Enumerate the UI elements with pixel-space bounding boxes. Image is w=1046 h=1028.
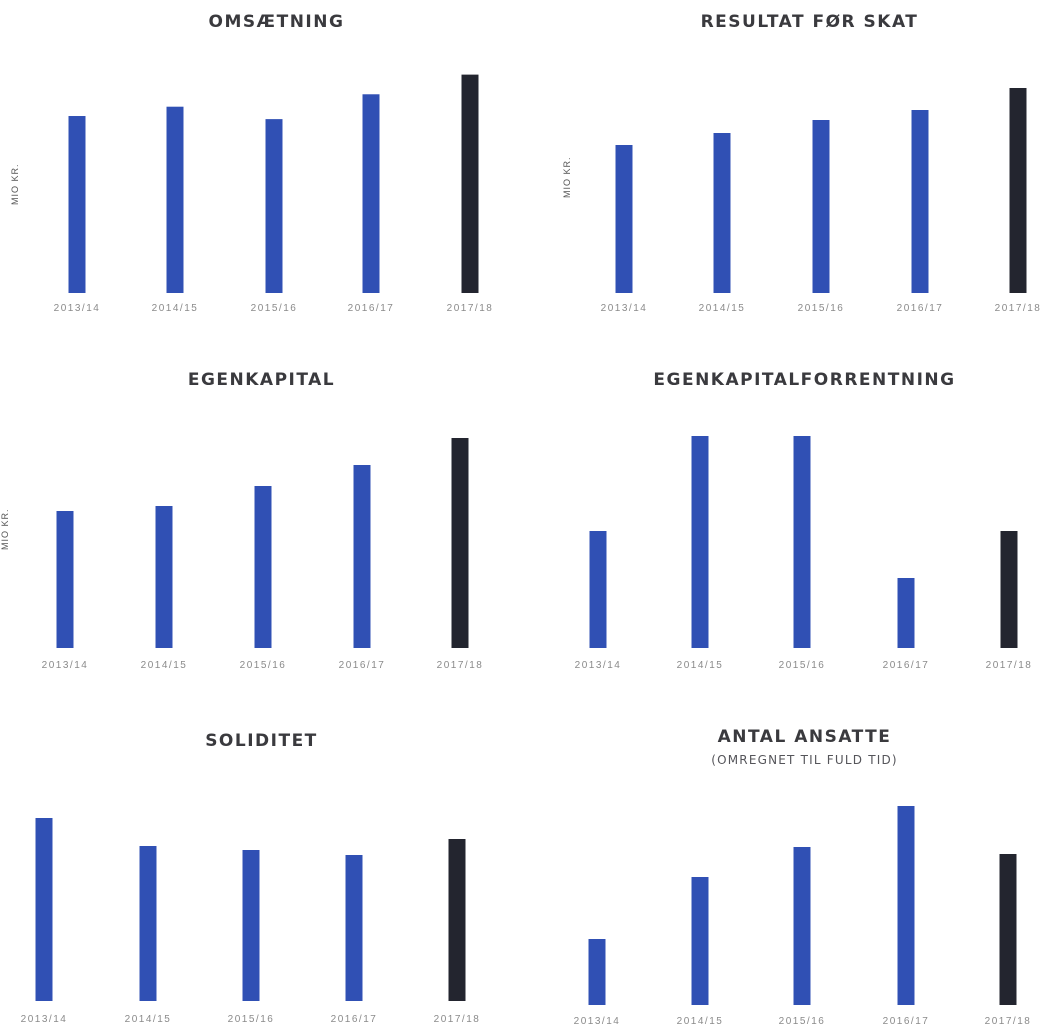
x-tick-label: 2017/18 (447, 303, 494, 314)
chart-title: ANTAL ANSATTE (717, 727, 892, 747)
x-tick-label: 2016/17 (331, 1014, 378, 1025)
x-tick-label: 2013/14 (575, 660, 622, 671)
bar-2017-18 (448, 839, 466, 1001)
bar-2016-17 (353, 465, 371, 648)
x-tick-label: 2013/14 (21, 1014, 68, 1025)
x-tick-label: 2015/16 (251, 303, 298, 314)
bar-2017-18 (1000, 531, 1018, 648)
x-tick-label: 2013/14 (601, 303, 648, 314)
x-tick-label: 2013/14 (54, 303, 101, 314)
bar-2015-16 (812, 120, 830, 293)
chart-title: SOLIDITET (205, 731, 318, 751)
chart-panel-egenkapitalforrentning: EGENKAPITALFORRENTNING 2013/14 2014/15 201… (523, 340, 1046, 700)
x-tick-label: 2014/15 (677, 1016, 724, 1027)
x-tick-label: 2014/15 (677, 660, 724, 671)
x-tick-label: 2017/18 (985, 1016, 1032, 1027)
bar-2015-16 (265, 119, 283, 294)
x-tick-label: 2013/14 (42, 660, 89, 671)
x-tick-label: 2017/18 (437, 660, 484, 671)
x-tick-label: 2016/17 (883, 1016, 930, 1027)
bar-2016-17 (911, 110, 929, 293)
chart-subtitle: (OMREGNET TIL FULD TID) (711, 753, 898, 767)
bar-2015-16 (242, 850, 260, 1001)
bar-2014-15 (166, 106, 184, 293)
x-tick-label: 2016/17 (339, 660, 386, 671)
x-tick-label: 2016/17 (883, 660, 930, 671)
bar-2013-14 (615, 145, 633, 293)
x-tick-label: 2017/18 (434, 1014, 481, 1025)
bar-2015-16 (793, 847, 811, 1005)
chart-title: OMSÆTNING (208, 12, 345, 32)
x-tick-label: 2014/15 (152, 303, 199, 314)
bar-2015-16 (793, 436, 811, 648)
bar-2017-18 (1009, 88, 1027, 293)
chart-title: EGENKAPITAL (187, 370, 336, 390)
x-tick-label: 2015/16 (779, 1016, 826, 1027)
x-tick-label: 2015/16 (228, 1014, 275, 1025)
bar-2014-15 (139, 846, 157, 1001)
chart-panel-omsaetning: OMSÆTNING MIO KR. 2013/14 2014/15 2015/16 2… (0, 0, 523, 340)
chart-title: EGENKAPITALFORRENTNING (653, 370, 956, 390)
bar-2013-14 (35, 818, 53, 1001)
bar-chart: 2013/14 2014/15 2015/16 2016/17 2017/18 (54, 74, 494, 314)
bar-2013-14 (68, 116, 86, 293)
bar-chart: 2013/14 2014/15 2015/16 2016/17 2017/18 (575, 436, 1033, 671)
bar-2014-15 (691, 877, 709, 1005)
bar-2017-18 (461, 74, 479, 294)
bar-2013-14 (56, 511, 74, 648)
bar-2014-15 (691, 436, 709, 648)
chart-panel-antal-ansatte: ANTAL ANSATTE (OMREGNET TIL FULD TID) 20… (523, 700, 1046, 1028)
x-tick-label: 2016/17 (348, 303, 395, 314)
bar-2016-17 (345, 855, 363, 1001)
x-tick-label: 2017/18 (995, 303, 1042, 314)
bar-2013-14 (589, 531, 607, 648)
x-tick-label: 2015/16 (240, 660, 287, 671)
bar-2016-17 (897, 806, 915, 1005)
chart-title: RESULTAT FØR SKAT (700, 12, 919, 32)
bar-2017-18 (451, 438, 469, 648)
chart-panel-soliditet: SOLIDITET 2013/14 2014/15 2015/16 2016/17 20… (0, 700, 523, 1028)
bar-2016-17 (897, 578, 915, 648)
bar-chart: 2013/14 2014/15 2015/16 2016/17 2017/18 (42, 438, 484, 671)
x-tick-label: 2014/15 (699, 303, 746, 314)
x-tick-label: 2015/16 (798, 303, 845, 314)
bar-chart: 2013/14 2014/15 2015/16 2016/17 2017/18 (21, 818, 481, 1025)
bar-chart: 2013/14 2014/15 2015/16 2016/17 2017/18 (574, 806, 1032, 1027)
bar-2016-17 (362, 94, 380, 293)
x-tick-label: 2017/18 (986, 660, 1033, 671)
chart-panel-egenkapital: EGENKAPITAL MIO KR. 2013/14 2014/15 2015/1… (0, 340, 523, 700)
bar-2015-16 (254, 486, 272, 648)
bar-2013-14 (588, 939, 606, 1005)
chart-panel-resultat-foer-skat: RESULTAT FØR SKAT MIO KR. 2013/14 2014/15… (523, 0, 1046, 340)
bar-2017-18 (999, 854, 1017, 1005)
bar-2014-15 (155, 506, 173, 648)
bar-2014-15 (713, 133, 731, 293)
x-tick-label: 2014/15 (125, 1014, 172, 1025)
x-tick-label: 2015/16 (779, 660, 826, 671)
bar-chart: 2013/14 2014/15 2015/16 2016/17 2017/18 (601, 88, 1042, 314)
x-tick-label: 2016/17 (897, 303, 944, 314)
x-tick-label: 2014/15 (141, 660, 188, 671)
x-tick-label: 2013/14 (574, 1016, 621, 1027)
